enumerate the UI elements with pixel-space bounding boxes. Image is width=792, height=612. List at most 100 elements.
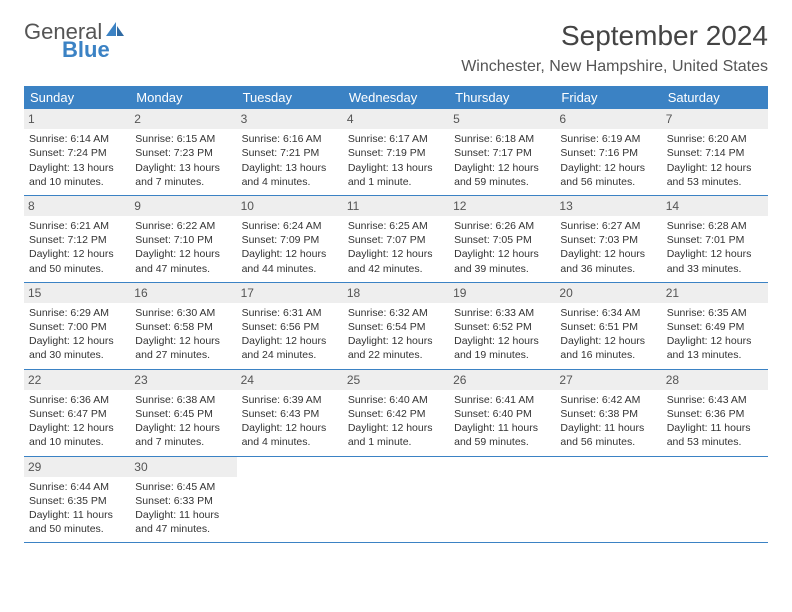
day-of-week-header: SundayMondayTuesdayWednesdayThursdayFrid… <box>24 86 768 109</box>
day-details: Sunrise: 6:25 AMSunset: 7:07 PMDaylight:… <box>348 219 444 276</box>
day-details: Sunrise: 6:44 AMSunset: 6:35 PMDaylight:… <box>29 480 125 537</box>
day-details: Sunrise: 6:16 AMSunset: 7:21 PMDaylight:… <box>242 132 338 189</box>
day-cell: 9 Sunrise: 6:22 AMSunset: 7:10 PMDaylight… <box>130 196 236 282</box>
day-details: Sunrise: 6:42 AMSunset: 6:38 PMDaylight:… <box>560 393 656 450</box>
day-details: Sunrise: 6:34 AMSunset: 6:51 PMDaylight:… <box>560 306 656 363</box>
day-number: 19 <box>449 283 555 303</box>
day-cell: 8 Sunrise: 6:21 AMSunset: 7:12 PMDaylight… <box>24 196 130 282</box>
weeks-container: 1Sunrise: 6:14 AMSunset: 7:24 PMDaylight… <box>24 109 768 543</box>
day-cell: 19Sunrise: 6:33 AMSunset: 6:52 PMDayligh… <box>449 283 555 369</box>
day-number: 12 <box>449 196 555 216</box>
day-cell: 17 Sunrise: 6:31 AMSunset: 6:56 PMDayligh… <box>237 283 343 369</box>
week-row: 29 Sunrise: 6:44 AMSunset: 6:35 PMDayligh… <box>24 457 768 544</box>
day-details: Sunrise: 6:38 AMSunset: 6:45 PMDaylight:… <box>135 393 231 450</box>
dow-label: Sunday <box>24 86 130 109</box>
day-number: 22 <box>24 370 130 390</box>
day-details: Sunrise: 6:21 AMSunset: 7:12 PMDaylight:… <box>29 219 125 276</box>
day-cell: 29 Sunrise: 6:44 AMSunset: 6:35 PMDayligh… <box>24 457 130 543</box>
day-cell: 30Sunrise: 6:45 AMSunset: 6:33 PMDayligh… <box>130 457 236 543</box>
day-cell <box>449 457 555 543</box>
day-cell <box>237 457 343 543</box>
day-number <box>343 457 449 477</box>
dow-label: Thursday <box>449 86 555 109</box>
day-details: Sunrise: 6:14 AMSunset: 7:24 PMDaylight:… <box>29 132 125 189</box>
day-cell: 11 Sunrise: 6:25 AMSunset: 7:07 PMDayligh… <box>343 196 449 282</box>
day-details: Sunrise: 6:18 AMSunset: 7:17 PMDaylight:… <box>454 132 550 189</box>
month-title: September 2024 <box>461 20 768 52</box>
day-number <box>449 457 555 477</box>
day-number <box>662 457 768 477</box>
day-number <box>555 457 661 477</box>
day-number: 8 <box>24 196 130 216</box>
day-number: 29 <box>24 457 130 477</box>
week-row: 22 Sunrise: 6:36 AMSunset: 6:47 PMDayligh… <box>24 370 768 457</box>
day-cell: 20 Sunrise: 6:34 AMSunset: 6:51 PMDayligh… <box>555 283 661 369</box>
day-number: 9 <box>130 196 236 216</box>
day-number: 3 <box>237 109 343 129</box>
day-number: 13 <box>555 196 661 216</box>
week-row: 15 Sunrise: 6:29 AMSunset: 7:00 PMDayligh… <box>24 283 768 370</box>
day-details: Sunrise: 6:45 AMSunset: 6:33 PMDaylight:… <box>135 480 231 537</box>
day-cell: 22 Sunrise: 6:36 AMSunset: 6:47 PMDayligh… <box>24 370 130 456</box>
day-details: Sunrise: 6:22 AMSunset: 7:10 PMDaylight:… <box>135 219 231 276</box>
day-details: Sunrise: 6:36 AMSunset: 6:47 PMDaylight:… <box>29 393 125 450</box>
day-cell: 24 Sunrise: 6:39 AMSunset: 6:43 PMDayligh… <box>237 370 343 456</box>
day-cell <box>662 457 768 543</box>
dow-label: Friday <box>555 86 661 109</box>
day-number: 28 <box>662 370 768 390</box>
day-number: 10 <box>237 196 343 216</box>
day-number: 15 <box>24 283 130 303</box>
day-details: Sunrise: 6:39 AMSunset: 6:43 PMDaylight:… <box>242 393 338 450</box>
day-number: 14 <box>662 196 768 216</box>
day-details: Sunrise: 6:17 AMSunset: 7:19 PMDaylight:… <box>348 132 444 189</box>
day-details: Sunrise: 6:27 AMSunset: 7:03 PMDaylight:… <box>560 219 656 276</box>
day-cell: 13 Sunrise: 6:27 AMSunset: 7:03 PMDayligh… <box>555 196 661 282</box>
day-number: 27 <box>555 370 661 390</box>
day-number: 17 <box>237 283 343 303</box>
day-cell: 23Sunrise: 6:38 AMSunset: 6:45 PMDayligh… <box>130 370 236 456</box>
week-row: 1Sunrise: 6:14 AMSunset: 7:24 PMDaylight… <box>24 109 768 196</box>
calendar: SundayMondayTuesdayWednesdayThursdayFrid… <box>24 86 768 543</box>
day-details: Sunrise: 6:24 AMSunset: 7:09 PMDaylight:… <box>242 219 338 276</box>
day-cell: 6 Sunrise: 6:19 AMSunset: 7:16 PMDaylight… <box>555 109 661 195</box>
day-cell: 25Sunrise: 6:40 AMSunset: 6:42 PMDayligh… <box>343 370 449 456</box>
day-number: 5 <box>449 109 555 129</box>
day-details: Sunrise: 6:15 AMSunset: 7:23 PMDaylight:… <box>135 132 231 189</box>
day-number: 7 <box>662 109 768 129</box>
day-details: Sunrise: 6:19 AMSunset: 7:16 PMDaylight:… <box>560 132 656 189</box>
day-cell: 16 Sunrise: 6:30 AMSunset: 6:58 PMDayligh… <box>130 283 236 369</box>
day-number: 16 <box>130 283 236 303</box>
day-number: 11 <box>343 196 449 216</box>
day-number: 26 <box>449 370 555 390</box>
day-details: Sunrise: 6:41 AMSunset: 6:40 PMDaylight:… <box>454 393 550 450</box>
day-details: Sunrise: 6:35 AMSunset: 6:49 PMDaylight:… <box>667 306 763 363</box>
day-cell: 12Sunrise: 6:26 AMSunset: 7:05 PMDayligh… <box>449 196 555 282</box>
day-number: 24 <box>237 370 343 390</box>
header: General Blue September 2024 Winchester, … <box>24 20 768 76</box>
location-text: Winchester, New Hampshire, United States <box>461 58 768 76</box>
brand-logo: General Blue <box>24 20 126 61</box>
day-number: 18 <box>343 283 449 303</box>
day-details: Sunrise: 6:20 AMSunset: 7:14 PMDaylight:… <box>667 132 763 189</box>
day-number: 21 <box>662 283 768 303</box>
day-cell: 10 Sunrise: 6:24 AMSunset: 7:09 PMDayligh… <box>237 196 343 282</box>
day-number <box>237 457 343 477</box>
day-details: Sunrise: 6:29 AMSunset: 7:00 PMDaylight:… <box>29 306 125 363</box>
day-details: Sunrise: 6:30 AMSunset: 6:58 PMDaylight:… <box>135 306 231 363</box>
day-cell: 28Sunrise: 6:43 AMSunset: 6:36 PMDayligh… <box>662 370 768 456</box>
day-number: 2 <box>130 109 236 129</box>
day-number: 6 <box>555 109 661 129</box>
day-details: Sunrise: 6:31 AMSunset: 6:56 PMDaylight:… <box>242 306 338 363</box>
day-cell: 1Sunrise: 6:14 AMSunset: 7:24 PMDaylight… <box>24 109 130 195</box>
day-details: Sunrise: 6:28 AMSunset: 7:01 PMDaylight:… <box>667 219 763 276</box>
brand-name-2: Blue <box>62 39 110 61</box>
dow-label: Saturday <box>662 86 768 109</box>
title-block: September 2024 Winchester, New Hampshire… <box>461 20 768 76</box>
dow-label: Wednesday <box>343 86 449 109</box>
dow-label: Tuesday <box>237 86 343 109</box>
day-cell <box>555 457 661 543</box>
week-row: 8 Sunrise: 6:21 AMSunset: 7:12 PMDaylight… <box>24 196 768 283</box>
day-cell: 2 Sunrise: 6:15 AMSunset: 7:23 PMDaylight… <box>130 109 236 195</box>
day-cell: 5 Sunrise: 6:18 AMSunset: 7:17 PMDaylight… <box>449 109 555 195</box>
day-number: 20 <box>555 283 661 303</box>
